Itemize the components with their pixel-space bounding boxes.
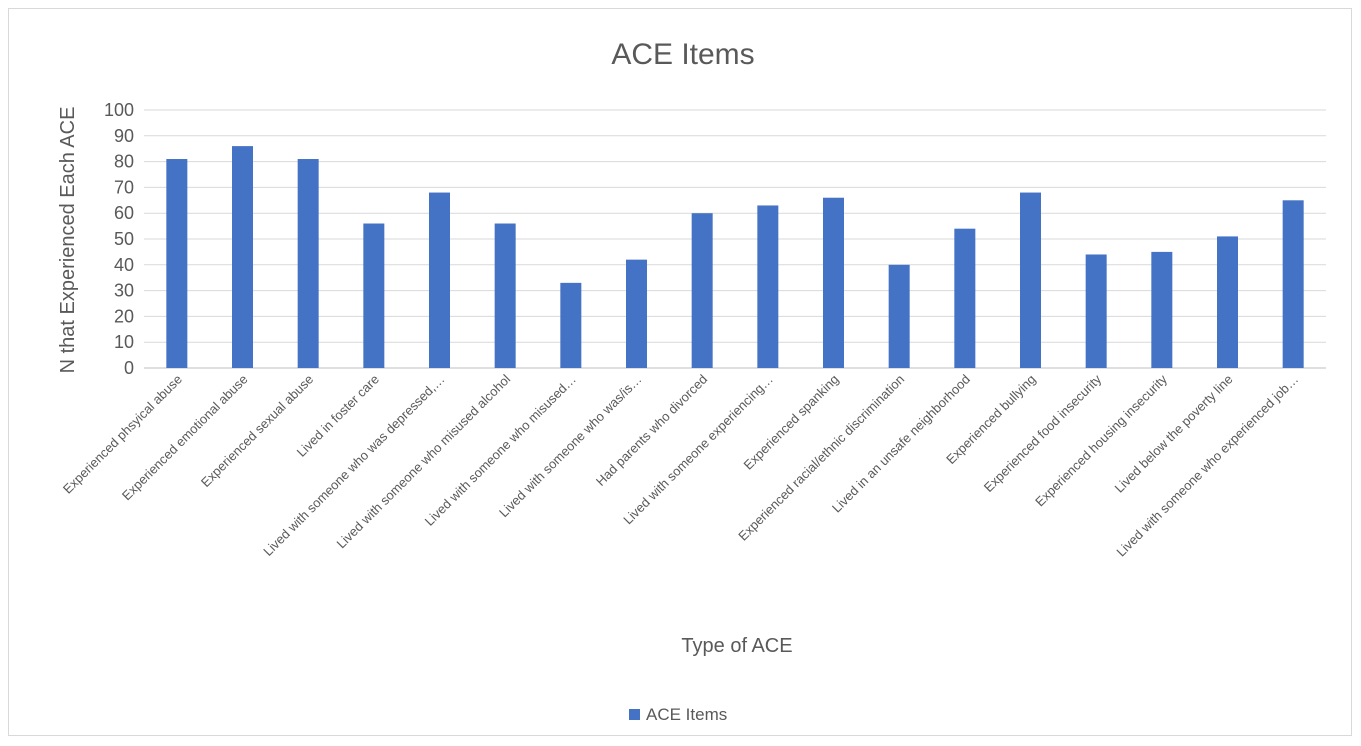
bar: [954, 228, 976, 368]
y-tick-label: 30: [114, 281, 134, 301]
bar: [1085, 254, 1107, 368]
y-tick-label: 40: [114, 255, 134, 275]
x-axis-title: Type of ACE: [681, 635, 792, 657]
bar: [1282, 200, 1304, 368]
legend-swatch: [629, 709, 640, 720]
x-tick-label: Experienced housing insecurity: [1032, 371, 1170, 509]
x-tick-label: Lived with someone who was/is…: [496, 372, 645, 521]
bar: [626, 259, 647, 368]
y-tick-label: 0: [124, 358, 134, 378]
gridlines: [144, 109, 1326, 369]
bar: [1217, 236, 1238, 368]
bar: [560, 282, 582, 368]
legend: ACE Items: [629, 705, 727, 724]
y-axis-title: N that Experienced Each ACE: [57, 107, 79, 374]
bar: [823, 197, 844, 368]
bar: [429, 192, 450, 368]
bar: [691, 213, 713, 368]
x-tick-label: Experienced food insecurity: [981, 371, 1105, 495]
x-tick-label: Had parents who divorced: [593, 372, 710, 489]
x-tick-label: Experienced emotional abuse: [119, 372, 251, 504]
x-tick-label: Experienced sexual abuse: [198, 372, 316, 490]
y-tick-label: 80: [114, 152, 134, 172]
bars: [166, 146, 1304, 368]
bar: [363, 223, 385, 368]
y-tick-label: 100: [104, 100, 134, 120]
bar: [757, 205, 779, 368]
y-tick-label: 60: [114, 203, 134, 223]
y-tick-label: 90: [114, 126, 134, 146]
legend-label: ACE Items: [646, 705, 727, 724]
y-tick-label: 50: [114, 229, 134, 249]
y-axis-ticks: 0 10 20 30 40 50 60 70 80 90 100: [104, 100, 134, 378]
y-tick-label: 20: [114, 306, 134, 326]
y-tick-label: 10: [114, 332, 134, 352]
bar: [494, 223, 516, 368]
x-tick-label: Lived in an unsafe neighborhood: [829, 372, 973, 516]
x-tick-label: Experienced phsyical abuse: [60, 372, 185, 497]
chart-frame: [8, 8, 1352, 736]
bar: [166, 159, 188, 368]
bar: [1151, 251, 1173, 368]
chart-title: ACE Items: [611, 38, 754, 71]
bar: [888, 264, 910, 368]
bar: [1020, 192, 1041, 368]
bar: [297, 159, 319, 368]
y-tick-label: 70: [114, 177, 134, 197]
bar: [232, 146, 253, 368]
x-tick-label: Lived below the poverty line: [1112, 372, 1236, 496]
